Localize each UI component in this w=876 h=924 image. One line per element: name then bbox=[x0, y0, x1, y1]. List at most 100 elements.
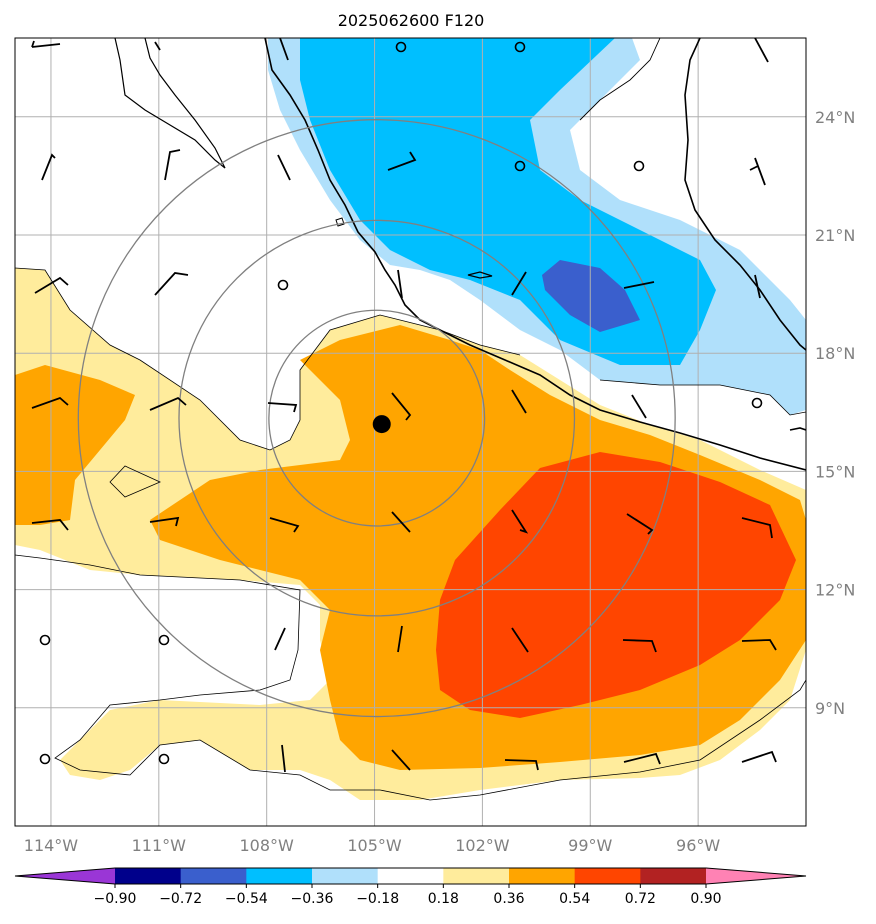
wind-barb bbox=[741, 517, 773, 539]
wind-barb bbox=[391, 749, 411, 771]
x-tick-label: 99°W bbox=[568, 836, 612, 855]
colorbar-tick-label: 0.90 bbox=[690, 891, 721, 907]
x-tick-label: 111°W bbox=[132, 836, 187, 855]
colorbar-tick-label: 0.18 bbox=[428, 891, 459, 907]
coastline-gulf-interior bbox=[579, 38, 661, 121]
wind-barb bbox=[749, 157, 766, 186]
colorbar: −0.90 −0.72 −0.54 −0.36 −0.18 0.18 0.36 0.54 0.7… bbox=[14, 867, 807, 907]
y-axis-labels: 24°N 21°N 18°N 15°N 12°N 9°N bbox=[815, 108, 855, 718]
wind-barb bbox=[164, 149, 181, 181]
x-tick-label: 114°W bbox=[24, 836, 79, 855]
wind-barb bbox=[269, 517, 300, 533]
wind-barb bbox=[31, 40, 61, 48]
y-tick-label: 9°N bbox=[815, 699, 845, 718]
colorbar-segment bbox=[180, 868, 247, 884]
contour-strong-negative bbox=[542, 260, 640, 332]
island-small bbox=[467, 271, 493, 279]
colorbar-tick-label: −0.18 bbox=[356, 891, 399, 907]
contour-line-east bbox=[599, 379, 806, 416]
x-tick-label: 96°W bbox=[676, 836, 720, 855]
wind-barb bbox=[149, 516, 180, 527]
contour-line-loop bbox=[109, 465, 161, 498]
wind-barb bbox=[504, 759, 539, 771]
wind-barb bbox=[741, 750, 777, 763]
wind-barbs bbox=[31, 38, 777, 773]
calm-marker bbox=[277, 279, 289, 291]
y-tick-label: 12°N bbox=[815, 581, 855, 600]
y-tick-label: 18°N bbox=[815, 344, 855, 363]
x-tick-label: 108°W bbox=[240, 836, 295, 855]
colorbar-segment bbox=[443, 868, 510, 884]
wind-barb bbox=[149, 396, 187, 411]
x-tick-label: 105°W bbox=[347, 836, 402, 855]
colorbar-tick-label: −0.72 bbox=[159, 891, 202, 907]
contour-lines bbox=[15, 267, 806, 801]
colorbar-segment bbox=[115, 868, 182, 884]
wind-barb bbox=[154, 272, 189, 296]
range-ring bbox=[178, 219, 576, 617]
wind-barb bbox=[631, 394, 647, 419]
calm-marker bbox=[158, 634, 170, 646]
calm-marker bbox=[158, 753, 170, 765]
calm-marker bbox=[633, 160, 645, 172]
colorbar-extend-max bbox=[706, 868, 806, 884]
colorbar-tick-label: 0.54 bbox=[559, 891, 590, 907]
y-tick-label: 24°N bbox=[815, 108, 855, 127]
figure-title: 2025062600 F120 bbox=[338, 11, 485, 30]
wind-barb bbox=[281, 744, 286, 773]
calm-marker bbox=[39, 634, 51, 646]
wind-barb bbox=[31, 519, 69, 531]
wind-barb bbox=[626, 513, 654, 535]
range-ring bbox=[268, 309, 486, 527]
colorbar-tick-label: 0.72 bbox=[625, 891, 656, 907]
wind-barb bbox=[623, 281, 655, 289]
contour-line-upper bbox=[15, 267, 521, 451]
colorbar-segment bbox=[640, 868, 707, 884]
wind-barb bbox=[623, 752, 661, 765]
colorbar-tick-label: −0.36 bbox=[291, 891, 334, 907]
calm-marker bbox=[39, 753, 51, 765]
range-ring bbox=[77, 119, 676, 718]
grid-lines bbox=[15, 38, 806, 826]
wind-barb bbox=[34, 276, 69, 294]
wind-barb bbox=[741, 639, 777, 651]
wind-barb bbox=[387, 151, 417, 171]
wind-barb bbox=[622, 639, 657, 653]
y-tick-label: 21°N bbox=[815, 226, 855, 245]
colorbar-segment bbox=[377, 868, 444, 884]
wind-barb bbox=[511, 271, 527, 296]
wind-barb bbox=[391, 392, 412, 421]
colorbar-segment bbox=[246, 868, 313, 884]
wind-barb bbox=[274, 627, 286, 651]
storm-center-marker bbox=[372, 415, 391, 434]
wind-barb bbox=[754, 38, 769, 63]
wind-barb bbox=[511, 509, 529, 534]
calm-markers bbox=[39, 41, 763, 765]
colorbar-tick-label: −0.54 bbox=[225, 891, 268, 907]
x-tick-label: 102°W bbox=[455, 836, 510, 855]
contour-strong-positive bbox=[436, 452, 796, 718]
wind-barb bbox=[41, 153, 56, 181]
colorbar-tick-label: −0.90 bbox=[94, 891, 137, 907]
contour-line-lower bbox=[15, 554, 806, 801]
wind-barb bbox=[279, 38, 289, 61]
coastline-mexico-pacific bbox=[264, 38, 806, 471]
coastline-mexico-gulf bbox=[684, 38, 806, 351]
wind-barb bbox=[154, 41, 161, 51]
calm-marker bbox=[395, 41, 407, 53]
wind-barb bbox=[277, 154, 291, 181]
wind-barb bbox=[391, 511, 411, 533]
colorbar-tick-label: 0.36 bbox=[493, 891, 524, 907]
colorbar-extend-min bbox=[15, 868, 115, 884]
wind-barb bbox=[511, 389, 527, 414]
wind-barb bbox=[511, 627, 529, 653]
colorbar-segment bbox=[574, 868, 641, 884]
wind-barb bbox=[31, 396, 69, 409]
map-frame bbox=[14, 37, 807, 827]
x-axis-labels: 114°W 111°W 108°W 105°W 102°W 99°W 96°W bbox=[24, 836, 721, 855]
calm-marker bbox=[751, 397, 763, 409]
colorbar-segment bbox=[312, 868, 379, 884]
y-tick-label: 15°N bbox=[815, 462, 855, 481]
wind-barb bbox=[754, 274, 761, 299]
